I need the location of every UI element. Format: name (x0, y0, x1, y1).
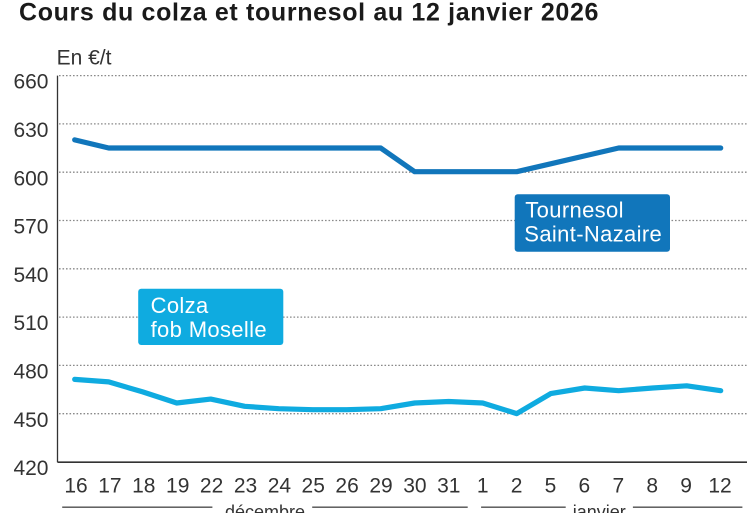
svg-text:12: 12 (708, 475, 731, 498)
svg-text:630: 630 (13, 119, 48, 142)
svg-text:31: 31 (437, 475, 460, 498)
svg-text:Saint-Nazaire: Saint-Nazaire (524, 222, 662, 247)
svg-text:24: 24 (268, 475, 292, 498)
svg-text:Tournesol: Tournesol (525, 198, 624, 223)
svg-text:420: 420 (13, 457, 48, 480)
svg-text:22: 22 (200, 475, 223, 498)
svg-text:30: 30 (403, 475, 426, 498)
svg-text:janvier: janvier (572, 502, 626, 513)
svg-text:décembre: décembre (225, 502, 305, 513)
svg-text:fob Moselle: fob Moselle (151, 317, 267, 342)
svg-text:7: 7 (612, 475, 624, 498)
svg-text:510: 510 (13, 312, 48, 335)
svg-text:8: 8 (646, 475, 658, 498)
svg-text:25: 25 (302, 475, 325, 498)
svg-text:450: 450 (13, 409, 48, 432)
svg-text:Cours du colza et tournesol au: Cours du colza et tournesol au 12 janvie… (19, 0, 599, 26)
svg-text:23: 23 (234, 475, 257, 498)
svg-text:9: 9 (680, 475, 692, 498)
svg-text:6: 6 (579, 475, 591, 498)
svg-text:600: 600 (13, 167, 48, 190)
svg-text:1: 1 (477, 475, 489, 498)
svg-text:26: 26 (335, 475, 358, 498)
svg-text:570: 570 (13, 216, 48, 239)
svg-text:19: 19 (166, 475, 189, 498)
svg-text:En €/t: En €/t (57, 46, 112, 69)
svg-text:16: 16 (64, 475, 87, 498)
svg-text:17: 17 (98, 475, 121, 498)
svg-text:5: 5 (545, 475, 557, 498)
svg-text:29: 29 (369, 475, 392, 498)
svg-text:480: 480 (13, 361, 48, 384)
svg-text:18: 18 (132, 475, 155, 498)
svg-text:2: 2 (511, 475, 523, 498)
svg-text:540: 540 (13, 264, 48, 287)
svg-text:Colza: Colza (151, 293, 209, 318)
svg-text:660: 660 (13, 71, 48, 94)
